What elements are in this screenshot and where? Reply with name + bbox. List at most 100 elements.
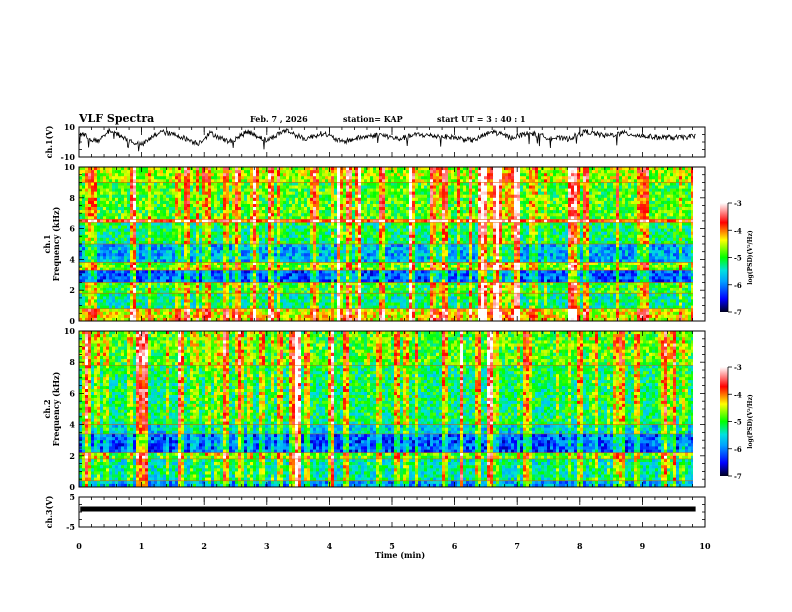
spectrogram-cell [211,204,215,208]
spectrogram-cell [484,173,488,177]
spectrogram-cell [358,210,362,214]
spectrogram-cell [160,216,164,220]
spectrogram-cell [418,234,422,239]
spectrogram-cell [277,216,281,220]
spectrogram-cell [658,173,662,177]
spectrogram-cell [187,191,191,195]
spectrogram-cell [601,188,605,192]
spectrogram-cell [82,222,86,226]
spectrogram-cell [217,191,221,195]
spectrogram-cell [319,167,323,171]
spectrogram-cell [316,185,320,189]
spectrogram-cell [109,194,113,199]
spectrogram-cell [583,182,587,186]
spectrogram-cell [403,231,407,236]
spectrogram-cell [208,197,212,202]
spectrogram-cell [475,167,479,171]
spectrogram-cell [82,234,86,239]
spectrogram-cell [619,179,623,183]
spectrogram-cell [529,222,533,226]
spectrogram-cell [646,194,650,199]
spectrogram-cell [304,194,308,199]
spectrogram-cell [235,213,239,217]
spectrogram-cell [679,225,683,229]
spectrogram-cell [508,191,512,195]
spectrogram-cell [499,216,503,220]
spectrogram-cell [559,182,563,186]
spectrogram-cell [592,216,596,220]
spectrogram-cell [529,194,533,199]
spectrogram-cell [607,182,611,186]
spectrogram-cell [358,237,362,242]
spectrogram-cell [433,170,437,174]
spectrogram-cell [337,219,341,223]
spectrogram-cell [481,194,485,199]
spectrogram-cell [142,188,146,192]
spectrogram-cell [331,188,335,192]
spectrogram-cell [391,176,395,180]
spectrogram-cell [358,219,362,223]
spectrogram-cell [310,204,314,208]
spectrogram-cell [205,167,209,171]
spectrogram-cell [448,185,452,189]
spectrogram-cell [454,222,458,226]
spectrogram-cell [382,228,386,232]
spectrogram-cell [97,176,101,180]
spectrogram-cell [286,210,290,214]
spectrogram-cell [289,191,293,195]
spectrogram-cell [628,231,632,236]
spectrogram-cell [409,179,413,183]
spectrogram-cell [259,179,263,183]
spectrogram-cell [406,197,410,202]
spectrogram-cell [181,237,185,242]
spectrogram-cell [301,200,305,205]
spectrogram-cell [145,225,149,229]
spectrogram-cell [247,185,251,189]
spectrogram-cell [229,182,233,186]
spectrogram-cell [484,188,488,192]
spectrogram-cell [238,191,242,195]
spectrogram-cell [451,207,455,211]
spectrogram-cell [427,237,431,242]
spectrogram-cell [130,240,134,245]
spectrogram-cell [634,188,638,192]
spectrogram-cell [496,234,500,239]
spectrogram-cell [436,173,440,177]
spectrogram-cell [595,182,599,186]
spectrogram-cell [346,191,350,195]
spectrogram-cell [490,207,494,211]
spectrogram-cell [229,207,233,211]
spectrogram-cell [211,176,215,180]
spectrogram-cell [145,194,149,199]
spectrogram-cell [385,194,389,199]
spectrogram-cell [112,182,116,186]
spectrogram-cell [691,188,693,192]
spectrogram-cell [637,170,641,174]
spectrogram-cell [664,216,668,220]
spectrogram-cell [142,228,146,232]
spectrogram-cell [496,170,500,174]
spectrogram-cell [220,176,224,180]
spectrogram-cell [409,176,413,180]
spectrogram-cell [313,219,317,223]
spectrogram-cell [91,185,95,189]
spectrogram-cell [637,222,641,226]
spectrogram-cell [577,182,581,186]
spectrogram-cell [655,228,659,232]
spectrogram-cell [397,191,401,195]
spectrogram-cell [403,173,407,177]
spectrogram-cell [100,213,104,217]
spectrogram-cell [397,228,401,232]
spectrogram-cell [592,213,596,217]
spectrogram-cell [610,173,614,177]
spectrogram-cell [163,185,167,189]
spectrogram-cell [544,200,548,205]
spectrogram-cell [169,194,173,199]
spectrogram-cell [568,228,572,232]
spectrogram-cell [214,231,218,236]
spectrogram-cell [556,225,560,229]
spectrogram-cell [613,210,617,214]
spectrogram-cell [589,197,593,202]
spectrogram-cell [649,182,653,186]
spectrogram-cell [85,231,89,236]
